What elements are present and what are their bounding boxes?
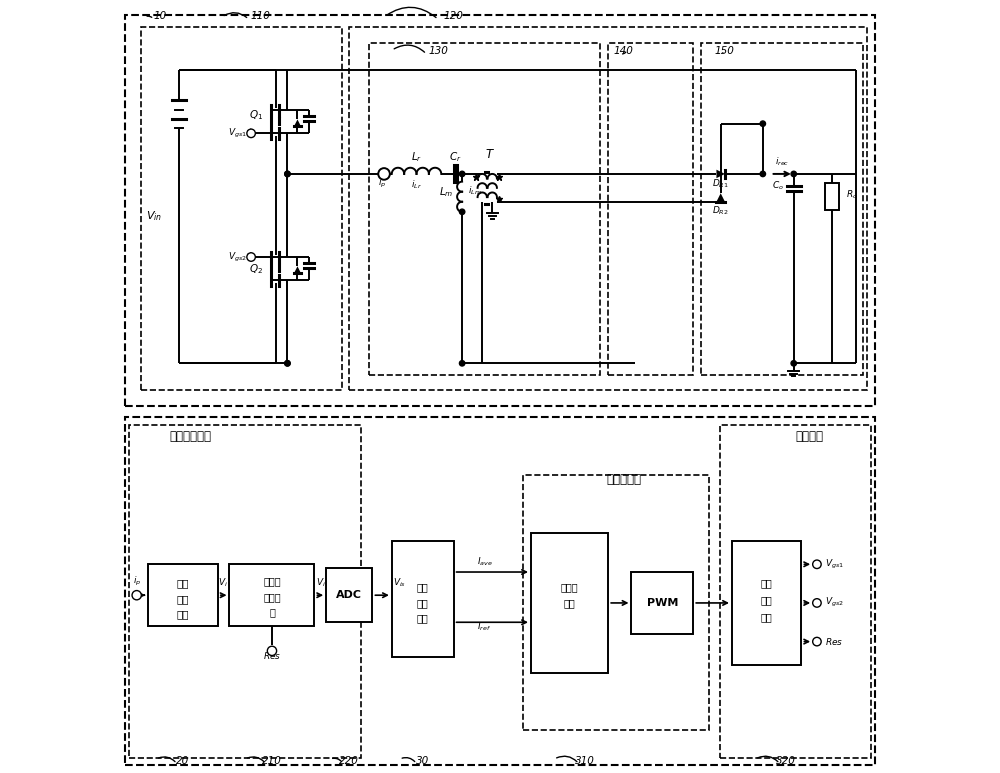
Text: $C_o$: $C_o$	[772, 179, 784, 192]
Text: $V_{is}$: $V_{is}$	[393, 577, 406, 590]
Text: 单元: 单元	[761, 613, 773, 622]
Bar	[392, 541, 454, 657]
Circle shape	[791, 171, 796, 176]
Text: 310: 310	[575, 756, 595, 766]
Bar	[531, 533, 608, 673]
Text: $R_o$: $R_o$	[846, 188, 858, 201]
Bar	[825, 183, 839, 210]
Circle shape	[459, 171, 465, 176]
Text: $i_p$: $i_p$	[133, 575, 141, 588]
Polygon shape	[716, 169, 725, 178]
Text: $T$: $T$	[485, 148, 495, 162]
Text: $V_{gs2}$: $V_{gs2}$	[228, 250, 246, 264]
Text: $V_i$: $V_i$	[218, 577, 228, 590]
Bar	[608, 43, 693, 375]
Polygon shape	[294, 119, 301, 126]
Text: $V_i$: $V_i$	[316, 577, 326, 590]
Text: $i_{rec}$: $i_{rec}$	[775, 155, 789, 169]
Text: 采样: 采样	[177, 594, 189, 604]
Text: 10: 10	[153, 12, 167, 22]
Text: $V_{in}$: $V_{in}$	[146, 209, 162, 223]
Circle shape	[285, 171, 290, 176]
Bar	[701, 43, 863, 375]
Text: 140: 140	[614, 46, 634, 56]
Text: $i_{Lr}$: $i_{Lr}$	[411, 179, 422, 192]
Text: $Q_2$: $Q_2$	[249, 263, 264, 276]
Text: $Q_1$: $Q_1$	[249, 108, 264, 121]
Circle shape	[459, 209, 465, 214]
Text: $D_{R2}$: $D_{R2}$	[712, 204, 729, 217]
Text: 节器: 节器	[564, 598, 575, 608]
Circle shape	[791, 360, 796, 366]
Text: $L_r$: $L_r$	[411, 150, 422, 164]
Text: 130: 130	[428, 46, 448, 56]
Text: 210: 210	[262, 756, 282, 766]
Circle shape	[285, 360, 290, 366]
Bar	[148, 564, 218, 626]
Text: $V_{gs1}$: $V_{gs1}$	[228, 127, 246, 140]
Text: 驱动: 驱动	[761, 579, 773, 588]
Bar	[720, 425, 871, 758]
Text: 电路: 电路	[177, 610, 189, 619]
Bar	[125, 15, 875, 406]
Text: 数字控制器: 数字控制器	[606, 473, 641, 485]
Circle shape	[813, 560, 821, 568]
Bar	[125, 417, 875, 765]
Bar	[349, 27, 867, 390]
Bar	[141, 27, 342, 390]
Text: 320: 320	[776, 756, 796, 766]
Text: 220: 220	[339, 756, 359, 766]
Text: 电流调: 电流调	[561, 583, 578, 592]
Circle shape	[285, 360, 290, 366]
Circle shape	[132, 591, 141, 600]
Bar	[326, 568, 372, 622]
Circle shape	[813, 598, 821, 608]
Text: 电流: 电流	[177, 579, 189, 588]
Text: 可复位: 可复位	[263, 577, 281, 586]
Text: 电流: 电流	[417, 583, 429, 592]
Text: 积分电: 积分电	[263, 592, 281, 601]
Text: $D_{R1}$: $D_{R1}$	[712, 177, 729, 190]
Text: 控制单元: 控制单元	[795, 431, 823, 443]
Text: 单元: 单元	[417, 614, 429, 623]
Text: $I_{ave}$: $I_{ave}$	[477, 555, 493, 568]
Circle shape	[247, 129, 255, 138]
Text: 20: 20	[176, 756, 190, 766]
Text: 路: 路	[269, 608, 275, 617]
Bar	[129, 425, 361, 758]
Bar	[523, 475, 709, 730]
Text: 120: 120	[444, 12, 464, 22]
Text: ADC: ADC	[336, 591, 362, 600]
Bar	[631, 572, 693, 634]
Text: $I_{ref}$: $I_{ref}$	[477, 621, 491, 634]
Text: $C_r$: $C_r$	[449, 150, 462, 164]
Circle shape	[247, 253, 255, 261]
Text: 110: 110	[250, 12, 270, 22]
Text: PWM: PWM	[647, 598, 678, 608]
Text: $Res$: $Res$	[263, 649, 281, 661]
Text: 运算: 运算	[417, 598, 429, 608]
Bar	[229, 564, 314, 626]
Text: $i_p$: $i_p$	[378, 177, 386, 190]
Circle shape	[760, 171, 766, 176]
Text: 电流检测单元: 电流检测单元	[170, 431, 212, 443]
Bar	[369, 43, 600, 375]
Circle shape	[459, 360, 465, 366]
Text: 150: 150	[714, 46, 734, 56]
Text: $V_{gs1}$: $V_{gs1}$	[825, 558, 844, 570]
Circle shape	[760, 121, 766, 126]
Text: 放大: 放大	[761, 596, 773, 605]
Text: $Res$: $Res$	[825, 636, 843, 647]
Bar	[732, 541, 801, 665]
Text: $i_{Lm}$: $i_{Lm}$	[468, 184, 482, 197]
Text: 30: 30	[416, 756, 429, 766]
Circle shape	[378, 168, 390, 179]
Circle shape	[285, 171, 290, 176]
Text: $V_{gs2}$: $V_{gs2}$	[825, 597, 844, 609]
Polygon shape	[294, 266, 301, 273]
Circle shape	[813, 637, 821, 646]
Polygon shape	[716, 193, 725, 202]
Text: $L_m$: $L_m$	[439, 186, 454, 199]
Circle shape	[267, 646, 277, 656]
